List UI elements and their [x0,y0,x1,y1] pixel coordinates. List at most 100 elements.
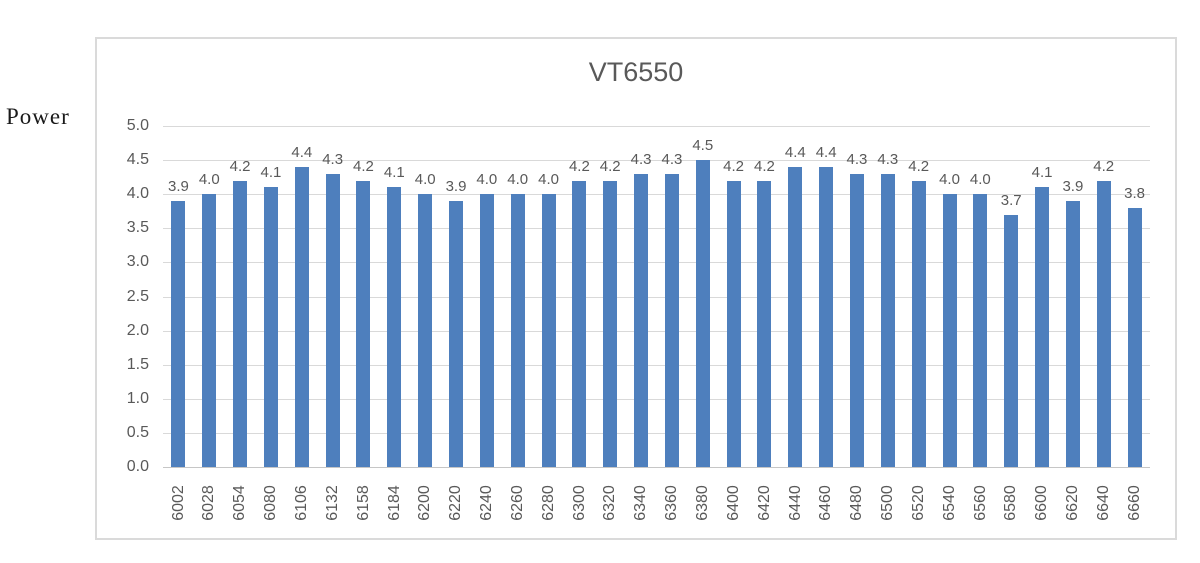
bar [973,194,988,467]
gridline [163,398,1150,400]
x-tick-label: 6054 [231,485,249,521]
bar [757,180,772,467]
bar-value-label: 4.2 [908,157,930,175]
y-tick-label: 5.0 [126,117,149,134]
plot-area: 0.0 0.5 1.0 1.5 2.0 2.5 3.0 3.5 4.0 4.5 5.0 3.9 6002… [127,117,1150,521]
x-tick-cell: 6360 [657,475,688,531]
x-tick-cell: 6002 [163,475,194,531]
bar-value-label: 4.0 [939,171,960,189]
bar-value-label: 4.3 [661,150,683,168]
bar-value-label: 4.5 [692,137,714,155]
x-tick-label: 6600 [1033,485,1051,521]
y-tick-label: 1.0 [126,389,149,407]
bar-value-label: 4.0 [476,171,498,189]
x-tick-label: 6002 [169,485,187,521]
x-tick-cell: 6054 [225,475,256,531]
bar-value-label: 4.1 [1031,164,1053,182]
x-tick-label: 6106 [292,485,310,521]
bar [541,194,556,467]
bar [911,180,926,467]
x-tick-cell: 6640 [1088,475,1119,531]
x-tick-cell: 6400 [718,475,749,531]
x-tick-label: 6360 [662,485,680,521]
bar [849,173,864,467]
bar [418,194,433,467]
x-tick-label: 6132 [323,485,341,521]
bar-value-label: 3.8 [1124,184,1145,202]
x-tick-label: 6184 [385,485,403,521]
bar-value-label: 4.2 [229,157,251,175]
x-tick-cell: 6520 [903,475,934,531]
bar-value-label: 4.1 [260,164,282,182]
bar-value-label: 4.2 [568,157,590,175]
x-tick-cell: 6080 [256,475,287,531]
x-tick-cell: 6028 [194,475,225,531]
bar-value-label: 4.0 [969,171,991,189]
x-tick-cell: 6560 [965,475,996,531]
bar-value-label: 4.0 [414,171,436,189]
chart-title: VT6550 [588,57,684,87]
x-tick-label: 6560 [971,485,989,521]
x-tick-cell: 6340 [626,475,657,531]
x-tick-label: 6480 [847,485,865,521]
bar [233,180,248,467]
bar-value-label: 4.0 [198,171,220,189]
x-tick-cell: 6380 [687,475,718,531]
x-tick-label: 6420 [755,485,773,521]
x-tick-label: 6660 [1125,485,1143,521]
x-tick-label: 6320 [601,485,619,521]
x-tick-label: 6220 [447,485,465,521]
x-tick-label: 6500 [878,485,896,521]
bar [603,180,618,467]
bar [1035,187,1050,467]
x-tick-label: 6620 [1063,485,1081,521]
x-tick-cell: 6480 [842,475,873,531]
bar [294,166,309,467]
gridline [163,330,1150,332]
x-tick-cell: 6440 [780,475,811,531]
bar-value-label: 4.4 [291,143,313,161]
chart-frame: VT6550 0.0 0.5 1.0 1.5 2.0 2.5 3.0 3.5 4.0 4.5 5.0… [95,37,1177,540]
x-tick-cell: 6320 [595,475,626,531]
bar-value-label: 4.1 [383,164,405,182]
bar [479,194,494,467]
x-tick-cell: 6460 [811,475,842,531]
gridline [163,432,1150,434]
bar [171,201,186,467]
bar [1127,207,1142,467]
y-tick-label: 4.5 [126,151,149,169]
bar-value-label: 4.2 [1093,157,1115,175]
bar-value-label: 4.3 [630,150,652,168]
x-axis-line [163,467,1150,468]
x-tick-cell: 6158 [348,475,379,531]
gridline [163,160,1150,162]
x-tick-cell: 6260 [502,475,533,531]
x-tick-cell: 6580 [996,475,1027,531]
bar [1065,201,1080,467]
x-tick-label: 6200 [416,485,434,521]
bar-value-label: 4.2 [754,157,775,175]
gridline [163,194,1150,196]
bar [510,194,525,467]
x-tick-cell: 6600 [1027,475,1058,531]
gridline [163,126,1150,127]
bar [726,180,741,467]
bar [263,187,278,467]
x-tick-cell: 6132 [317,475,348,531]
gridline [163,228,1150,230]
bar [819,166,834,467]
y-tick-label: 2.5 [126,287,149,305]
x-tick-label: 6240 [477,485,495,521]
y-tick-label: 0.0 [126,458,149,475]
bar-value-label: 4.0 [507,171,529,189]
x-tick-cell: 6240 [471,475,502,531]
x-tick-label: 6440 [786,485,804,521]
x-tick-cell: 6620 [1057,475,1088,531]
x-tick-cell: 6280 [533,475,564,531]
y-tick-label: 2.0 [126,321,149,339]
bar [664,173,679,467]
bar-value-label: 3.7 [1000,191,1022,209]
bar [695,160,710,467]
x-tick-cell: 6300 [564,475,595,531]
